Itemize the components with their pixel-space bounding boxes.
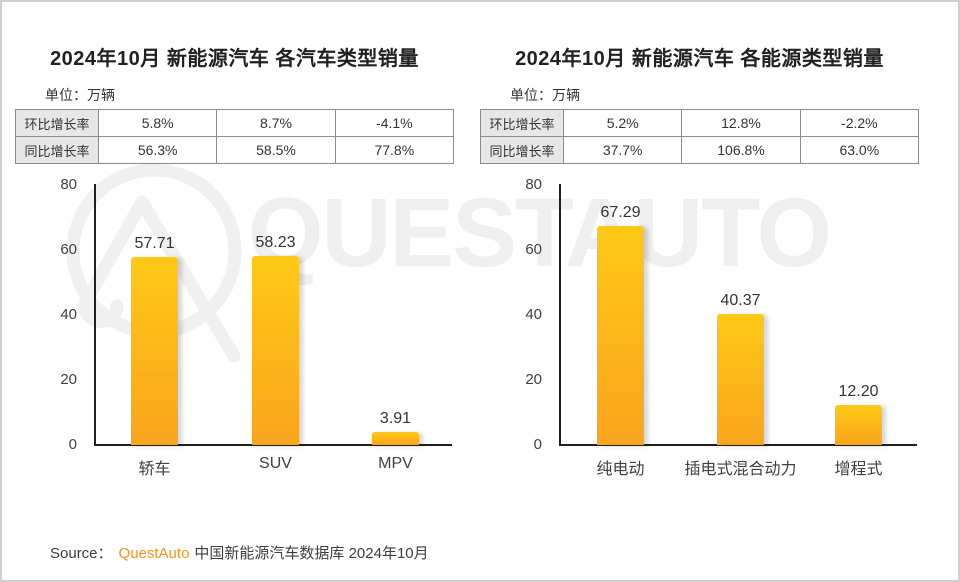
y-tick: 80 [60,176,77,193]
source-suffix: 中国新能源汽车数据库 2024年10月 [194,545,429,562]
table-row: 环比增长率 5.8% 8.7% -4.1% [15,109,455,137]
bar-value-label: 12.20 [838,383,879,401]
source-prefix: Source： [50,545,113,562]
bar-group: 57.71 轿车 [131,235,178,478]
chart-title: 2024年10月 新能源汽车 各汽车类型销量 [50,48,419,70]
category-label: 轿车 [138,461,171,478]
questauto-watermark-text: QUESTAUTO [248,178,832,287]
growth-cell: 58.5% [216,136,336,164]
bar-group: 40.37 插电式混合动力 [684,292,796,478]
growth-cell: 5.2% [562,109,683,137]
growth-rate-table: 环比增长率 5.2% 12.8% -2.2% 同比增长率 37.7% 106.8… [480,109,920,164]
growth-cell: 56.3% [97,136,218,164]
y-tick: 80 [525,176,542,193]
bar-group: 3.91 MPV [372,410,419,472]
energy-type-bar-chart: 80 60 40 20 0 67.29 纯电动 40.37 插电式混合动力 12… [480,172,919,478]
category-label: MPV [378,455,413,472]
category-label: 插电式混合动力 [684,461,797,478]
y-tick: 60 [60,241,77,258]
category-label: 纯电动 [596,461,645,478]
row-label-mom: 环比增长率 [15,109,99,137]
bar-group: 12.20 增程式 [834,383,882,478]
bar-group: 67.29 纯电动 [596,204,644,478]
y-axis-line [559,184,561,446]
x-axis-line [559,444,917,446]
table-row: 同比增长率 56.3% 58.5% 77.8% [15,136,455,164]
source-line: Source： QuestAuto 中国新能源汽车数据库 2024年10月 [50,542,429,563]
unit-label: 单位：万辆 [510,87,580,103]
bar-erev [835,405,882,445]
growth-rate-table: 环比增长率 5.8% 8.7% -4.1% 同比增长率 56.3% 58.5% … [15,109,455,164]
vehicle-type-panel: 2024年10月 新能源汽车 各汽车类型销量 单位：万辆 环比增长率 5.8% … [15,2,455,580]
y-tick: 0 [68,436,77,453]
growth-cell: 77.8% [334,136,455,164]
category-label: 增程式 [834,461,883,478]
bar-sedan [131,257,178,445]
category-label: SUV [259,455,292,472]
chart-title: 2024年10月 新能源汽车 各能源类型销量 [515,48,884,70]
bar-value-label: 58.23 [255,233,296,251]
unit-label: 单位：万辆 [45,87,115,103]
bar-phev [717,313,764,445]
growth-cell: 8.7% [216,109,336,137]
growth-cell: -2.2% [799,109,920,137]
row-label-yoy: 同比增长率 [480,136,564,164]
bar-bev [597,226,644,445]
y-tick: 20 [525,371,542,388]
table-row: 同比增长率 37.7% 106.8% 63.0% [480,136,920,164]
growth-cell: 106.8% [681,136,801,164]
vehicle-type-bar-chart: 80 60 40 20 0 57.71 轿车 58.23 SUV 3.91 MP… [15,172,454,478]
bar-group: 58.23 SUV [252,234,299,472]
bar-mpv [372,432,419,445]
growth-cell: 12.8% [681,109,801,137]
row-label-yoy: 同比增长率 [15,136,99,164]
row-label-mom: 环比增长率 [480,109,564,137]
y-tick: 40 [525,306,542,323]
energy-type-panel: 2024年10月 新能源汽车 各能源类型销量 单位：万辆 环比增长率 5.2% … [480,2,920,580]
x-axis-line [94,444,452,446]
bar-value-label: 67.29 [600,204,641,222]
growth-cell: -4.1% [334,109,455,137]
bar-value-label: 40.37 [720,291,761,309]
table-row: 环比增长率 5.2% 12.8% -2.2% [480,109,920,137]
growth-cell: 63.0% [799,136,920,164]
y-tick: 0 [533,436,542,453]
y-tick: 20 [60,371,77,388]
bar-suv [252,255,299,445]
growth-cell: 37.7% [562,136,683,164]
y-tick: 60 [525,241,542,258]
source-brand: QuestAuto [118,545,190,562]
y-tick: 40 [60,306,77,323]
bar-value-label: 57.71 [134,235,175,253]
y-axis-line [94,184,96,446]
growth-cell: 5.8% [97,109,218,137]
bar-value-label: 3.91 [379,410,412,428]
